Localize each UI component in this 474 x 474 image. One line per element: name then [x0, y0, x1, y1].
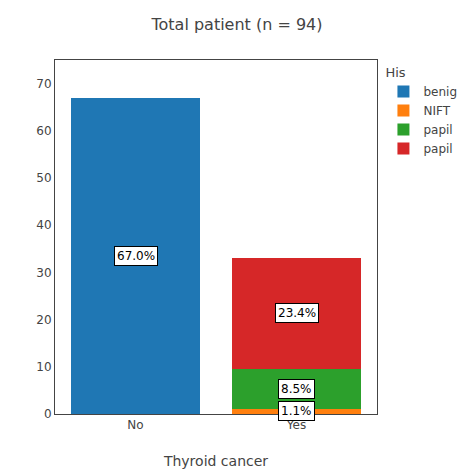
svg-text:30: 30 — [36, 266, 51, 280]
svg-text:Total patient (n = 94): Total patient (n = 94) — [150, 15, 322, 34]
svg-text:1.1%: 1.1% — [281, 404, 312, 418]
svg-text:23.4%: 23.4% — [278, 306, 316, 320]
svg-text:NIFT: NIFT — [423, 104, 450, 118]
svg-text:benig: benig — [423, 85, 457, 99]
svg-text:papil: papil — [423, 123, 452, 137]
svg-text:His: His — [385, 65, 405, 80]
svg-text:70: 70 — [36, 77, 51, 91]
svg-text:Yes: Yes — [286, 418, 306, 432]
svg-text:No: No — [127, 418, 143, 432]
svg-text:20: 20 — [36, 313, 51, 327]
svg-text:40: 40 — [36, 218, 51, 232]
svg-text:0: 0 — [44, 407, 52, 421]
svg-text:60: 60 — [36, 124, 51, 138]
svg-text:Thyroid cancer: Thyroid cancer — [163, 453, 268, 469]
svg-text:papil: papil — [423, 142, 452, 156]
svg-text:10: 10 — [36, 360, 51, 374]
svg-text:50: 50 — [36, 171, 51, 185]
svg-text:8.5%: 8.5% — [281, 382, 312, 396]
svg-text:67.0%: 67.0% — [117, 249, 155, 263]
